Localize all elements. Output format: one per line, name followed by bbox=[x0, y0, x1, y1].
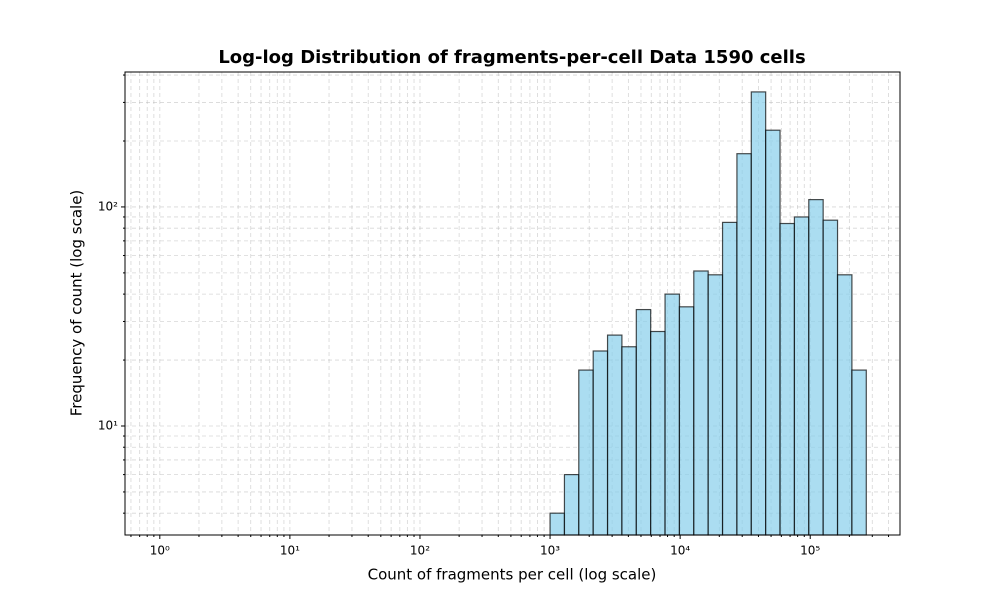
bar bbox=[736, 153, 752, 536]
bar bbox=[678, 306, 695, 536]
bar bbox=[707, 274, 724, 536]
bar bbox=[822, 219, 839, 536]
bar bbox=[808, 199, 824, 536]
x-tick-label: 10⁵ bbox=[800, 544, 820, 558]
bar bbox=[836, 274, 853, 536]
chart-title: Log-log Distribution of fragments-per-ce… bbox=[218, 47, 805, 68]
x-tick-label: 10² bbox=[410, 544, 430, 558]
y-tick-label: 10¹ bbox=[98, 418, 118, 432]
x-tick-label: 10¹ bbox=[280, 544, 300, 558]
bar bbox=[765, 129, 781, 536]
bar bbox=[635, 308, 652, 536]
bar bbox=[793, 216, 810, 536]
x-tick-label: 10³ bbox=[540, 544, 560, 558]
bar bbox=[578, 369, 594, 536]
bar bbox=[750, 91, 767, 536]
bar bbox=[606, 334, 623, 536]
bar bbox=[693, 270, 709, 536]
y-tick-label: 10² bbox=[98, 199, 118, 213]
x-tick-label: 10⁰ bbox=[150, 544, 170, 558]
bar bbox=[563, 473, 580, 536]
x-tick-label: 10⁴ bbox=[670, 544, 690, 558]
bar bbox=[549, 512, 566, 536]
bar bbox=[650, 330, 666, 536]
bar bbox=[851, 369, 867, 536]
x-axis-label: Count of fragments per cell (log scale) bbox=[368, 566, 657, 584]
bar bbox=[779, 222, 796, 536]
bar bbox=[592, 350, 609, 536]
bar bbox=[664, 293, 681, 536]
y-axis-label: Frequency of count (log scale) bbox=[68, 190, 86, 417]
bar bbox=[721, 221, 738, 536]
plot-frame bbox=[124, 71, 901, 536]
bar bbox=[621, 346, 637, 536]
